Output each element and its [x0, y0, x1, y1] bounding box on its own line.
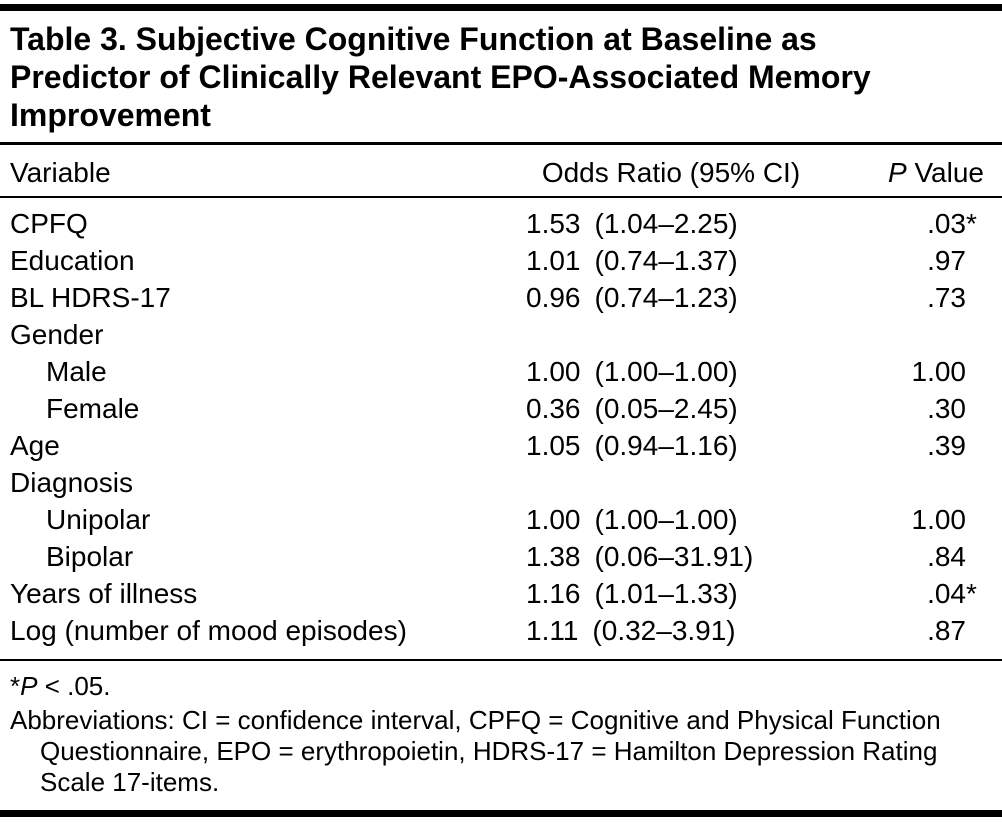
- confidence-interval: (1.00–1.00): [594, 356, 738, 387]
- bottom-rule: [0, 810, 1002, 817]
- confidence-interval: (0.74–1.23): [594, 282, 738, 313]
- p-value: .39: [927, 430, 966, 461]
- odds-value: 1.16: [526, 578, 581, 609]
- cell-p-value: .39: [816, 427, 984, 464]
- odds-value: 0.36: [526, 393, 581, 424]
- cell-variable: Female: [46, 393, 140, 424]
- cell-p-value: 1.00: [816, 353, 984, 390]
- table-row-male: Male 1.00 (1.00–1.00) 1.00: [0, 353, 1002, 390]
- header-p-italic: P: [887, 157, 907, 188]
- cell-p-value: [816, 316, 984, 353]
- cell-odds: 1.53 (1.04–2.25): [516, 205, 816, 242]
- table-footnotes: *P < .05. Abbreviations: CI = confidence…: [0, 661, 1002, 810]
- odds-value: 0.96: [526, 282, 581, 313]
- confidence-interval: (1.00–1.00): [594, 504, 738, 535]
- odds-value: 1.11: [526, 615, 579, 646]
- p-value: .84: [927, 541, 966, 572]
- table-row-log-mood-episodes: Log (number of mood episodes) 1.11 (0.32–…: [0, 612, 1002, 649]
- table-header-row: Variable Odds Ratio (95% CI) P Value: [0, 145, 1002, 196]
- header-variable: Variable: [10, 157, 111, 188]
- cell-p-value: 1.00: [816, 501, 984, 538]
- cell-odds: 1.16 (1.01–1.33): [516, 575, 816, 612]
- confidence-interval: (0.05–2.45): [594, 393, 738, 424]
- odds-value: 1.38: [526, 541, 581, 572]
- odds-value: 1.01: [526, 245, 581, 276]
- table-row-female: Female 0.36 (0.05–2.45) .30: [0, 390, 1002, 427]
- cell-variable: Years of illness: [10, 578, 198, 609]
- p-value: .73: [927, 282, 966, 313]
- cell-p-value: .84: [816, 538, 984, 575]
- cell-odds: 1.00 (1.00–1.00): [516, 501, 816, 538]
- header-p-value: P Value: [816, 157, 984, 189]
- top-rule: [0, 4, 1002, 11]
- p-value: .04: [927, 578, 966, 609]
- cell-p-value: .73: [816, 279, 984, 316]
- p-value: .87: [927, 615, 966, 646]
- p-value: 1.00: [911, 504, 967, 535]
- cell-odds: 1.11 (0.32–3.91): [516, 612, 816, 649]
- p-value: .03: [927, 208, 966, 239]
- abbreviations-footnote: Abbreviations: CI = confidence interval,…: [10, 705, 941, 797]
- cell-variable: CPFQ: [10, 208, 88, 239]
- cell-p-value: .04*: [927, 578, 977, 609]
- table-row-age: Age 1.05 (0.94–1.16) .39: [0, 427, 1002, 464]
- table-row-bl-hdrs-17: BL HDRS-17 0.96 (0.74–1.23) .73: [0, 279, 1002, 316]
- p-value: .97: [927, 245, 966, 276]
- table-title: Table 3. Subjective Cognitive Function a…: [10, 21, 871, 133]
- footnote-star: *: [10, 671, 21, 701]
- cell-p-value: [816, 464, 984, 501]
- title-rule: [0, 142, 1002, 145]
- cell-p-value: .97: [816, 242, 984, 279]
- cell-odds: 0.96 (0.74–1.23): [516, 279, 816, 316]
- cell-odds: 1.00 (1.00–1.00): [516, 353, 816, 390]
- footer-rule: [0, 659, 1002, 661]
- cell-odds: 1.01 (0.74–1.37): [516, 242, 816, 279]
- table-body: CPFQ 1.53 (1.04–2.25) .03* Education 1.01…: [0, 198, 1002, 659]
- confidence-interval: (0.94–1.16): [594, 430, 738, 461]
- header-p-rest: Value: [906, 157, 984, 188]
- cell-variable: Bipolar: [46, 541, 134, 572]
- confidence-interval: (0.74–1.37): [594, 245, 738, 276]
- odds-value: 1.00: [526, 504, 581, 535]
- footnote-threshold: < .05.: [37, 671, 111, 701]
- table-row-gender-group: Gender: [0, 316, 1002, 353]
- confidence-interval: (0.32–3.91): [592, 615, 736, 646]
- table-row-cpfq: CPFQ 1.53 (1.04–2.25) .03*: [0, 205, 1002, 242]
- confidence-interval: (1.04–2.25): [594, 208, 738, 239]
- cell-odds: 0.36 (0.05–2.45): [516, 390, 816, 427]
- confidence-interval: (0.06–31.91): [594, 541, 754, 572]
- p-value: 1.00: [911, 356, 967, 387]
- odds-value: 1.00: [526, 356, 581, 387]
- cell-p-value: .30: [816, 390, 984, 427]
- cell-variable: Diagnosis: [10, 467, 133, 498]
- cell-variable: Gender: [10, 319, 104, 350]
- cell-p-value: .87: [816, 612, 984, 649]
- table-row-education: Education 1.01 (0.74–1.37) .97: [0, 242, 1002, 279]
- header-odds-ratio: Odds Ratio (95% CI): [541, 157, 801, 188]
- cell-variable: Log (number of mood episodes): [10, 615, 407, 646]
- cell-variable: BL HDRS-17: [10, 282, 171, 313]
- footnote-p-italic: P: [20, 671, 38, 701]
- cell-variable: Male: [46, 356, 107, 387]
- cell-variable: Unipolar: [46, 504, 151, 535]
- cell-odds: 1.38 (0.06–31.91): [516, 538, 816, 575]
- table-row-unipolar: Unipolar 1.00 (1.00–1.00) 1.00: [0, 501, 1002, 538]
- confidence-interval: (1.01–1.33): [594, 578, 738, 609]
- odds-value: 1.05: [526, 430, 581, 461]
- cell-p-value: .03*: [927, 208, 977, 239]
- p-value: .30: [927, 393, 966, 424]
- cell-variable: Education: [10, 245, 135, 276]
- cell-odds: [516, 316, 816, 353]
- header-rule: [0, 196, 1002, 198]
- odds-value: 1.53: [526, 208, 581, 239]
- cell-variable: Age: [10, 430, 60, 461]
- table-row-bipolar: Bipolar 1.38 (0.06–31.91) .84: [0, 538, 1002, 575]
- table-row-diagnosis-group: Diagnosis: [0, 464, 1002, 501]
- cell-odds: [516, 464, 816, 501]
- table-row-years-of-illness: Years of illness 1.16 (1.01–1.33) .04*: [0, 575, 1002, 612]
- significance-footnote: *P < .05.: [10, 671, 984, 702]
- cell-odds: 1.05 (0.94–1.16): [516, 427, 816, 464]
